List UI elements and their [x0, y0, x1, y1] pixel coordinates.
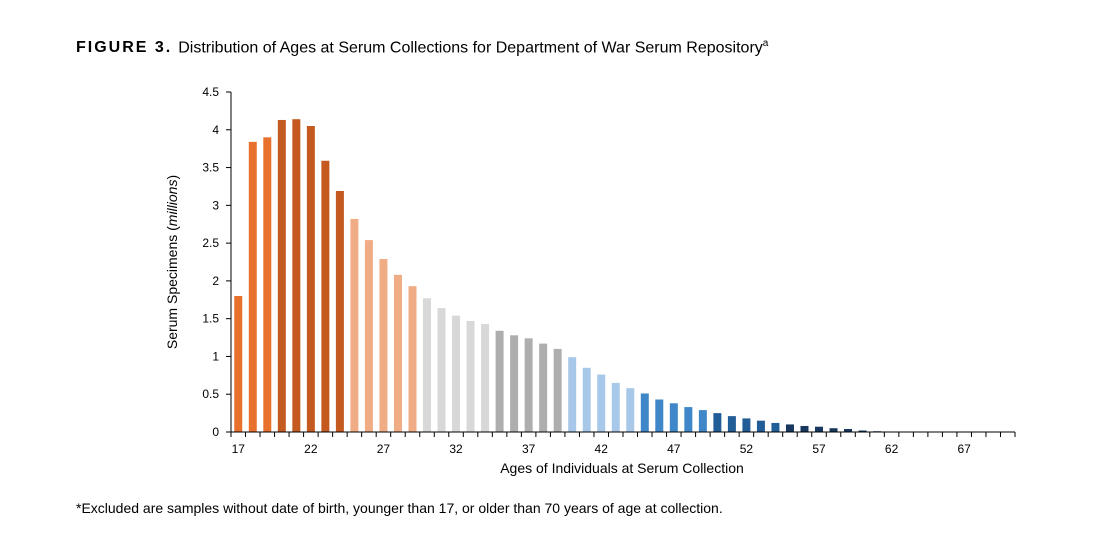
bar-age-38	[539, 343, 548, 432]
bar-age-36	[510, 335, 519, 432]
bar-age-35	[495, 330, 504, 432]
x-tick-label: 22	[304, 442, 318, 456]
y-tick-label: 3	[212, 198, 219, 212]
bar-age-40	[568, 357, 577, 432]
bar-age-56	[800, 425, 809, 432]
y-tick-label: 4	[212, 123, 219, 137]
y-tick-label: 3.5	[202, 161, 219, 175]
bar-age-21	[292, 119, 301, 432]
bar-age-41	[582, 367, 591, 432]
bar-age-60	[858, 430, 867, 432]
bar-age-39	[553, 348, 562, 432]
bar-age-57	[815, 426, 823, 432]
y-tick-label: 2.5	[202, 236, 219, 250]
y-tick-label: 2	[212, 274, 219, 288]
bar-age-49	[698, 410, 707, 432]
bar-age-53	[756, 420, 765, 432]
bar-age-55	[785, 424, 794, 432]
bar-age-30	[423, 298, 431, 432]
x-ticks-group: 17 22 27 32 37 42 47 52 57 62 67	[230, 432, 1016, 456]
bar-age-20	[277, 119, 286, 433]
x-tick-label: 27	[377, 442, 391, 456]
bar-age-51	[727, 416, 736, 432]
x-tick-label: 67	[958, 442, 972, 456]
y-axis-title-italic: millions	[164, 180, 180, 227]
bar-age-34	[481, 323, 490, 432]
bar-age-47	[669, 403, 678, 432]
bar-age-37	[524, 338, 533, 432]
figure-title-superscript: a	[762, 38, 769, 49]
x-tick-label: 62	[885, 442, 899, 456]
y-tick-label: 4.5	[202, 85, 219, 99]
bar-age-54	[771, 422, 780, 432]
x-tick-label: 17	[232, 442, 246, 456]
footnote: *Excluded are samples without date of bi…	[76, 500, 723, 516]
bar-age-48	[684, 407, 693, 432]
bar-age-29	[408, 286, 417, 432]
bar-age-32	[452, 315, 461, 432]
x-tick-label: 47	[667, 442, 681, 456]
y-tick-label: 1	[212, 349, 219, 363]
bar-age-31	[437, 308, 446, 432]
bar-age-33	[466, 320, 475, 432]
x-axis-title: Ages of Individuals at Serum Collection	[500, 460, 744, 476]
y-tick-label: 0.5	[202, 387, 219, 401]
x-tick-label: 52	[740, 442, 754, 456]
bar-age-28	[393, 274, 402, 432]
bar-age-43	[611, 382, 620, 432]
bars-group	[234, 119, 1012, 433]
bar-age-44	[626, 388, 635, 432]
bar-age-50	[713, 413, 722, 432]
bar-age-18	[248, 141, 257, 432]
bar-age-45	[640, 393, 649, 432]
bar-age-19	[263, 137, 272, 432]
x-tick-label: 57	[812, 442, 826, 456]
y-ticks-group: 0 0.5 1 1.5 2 2.5 3 3.5 4 4.5	[202, 85, 231, 439]
bar-age-58	[829, 428, 838, 432]
x-tick-label: 32	[449, 442, 463, 456]
x-tick-label: 42	[595, 442, 609, 456]
figure-label: FIGURE 3.	[76, 39, 173, 57]
bar-age-46	[655, 399, 664, 432]
axes-group	[230, 92, 1015, 433]
bar-age-23	[321, 160, 330, 432]
bar-age-59	[844, 428, 853, 432]
bar-age-27	[379, 258, 388, 432]
y-tick-label: 0	[212, 425, 219, 439]
bar-age-25	[350, 218, 359, 432]
bar-age-42	[597, 374, 606, 432]
bar-age-17	[234, 296, 243, 432]
y-axis-title-suffix: )	[164, 175, 180, 180]
y-axis-title-prefix: Serum Specimens (	[164, 226, 180, 349]
bar-age-26	[364, 240, 373, 432]
figure-title: FIGURE 3. Distribution of Ages at Serum C…	[76, 38, 768, 57]
x-tick-label: 37	[522, 442, 536, 456]
bar-age-24	[335, 190, 344, 432]
bar-age-52	[742, 418, 751, 432]
y-axis-title: Serum Specimens (millions)	[164, 175, 180, 349]
bar-age-22	[306, 126, 315, 432]
y-tick-label: 1.5	[202, 312, 219, 326]
figure-title-text: Distribution of Ages at Serum Collection…	[178, 39, 763, 57]
